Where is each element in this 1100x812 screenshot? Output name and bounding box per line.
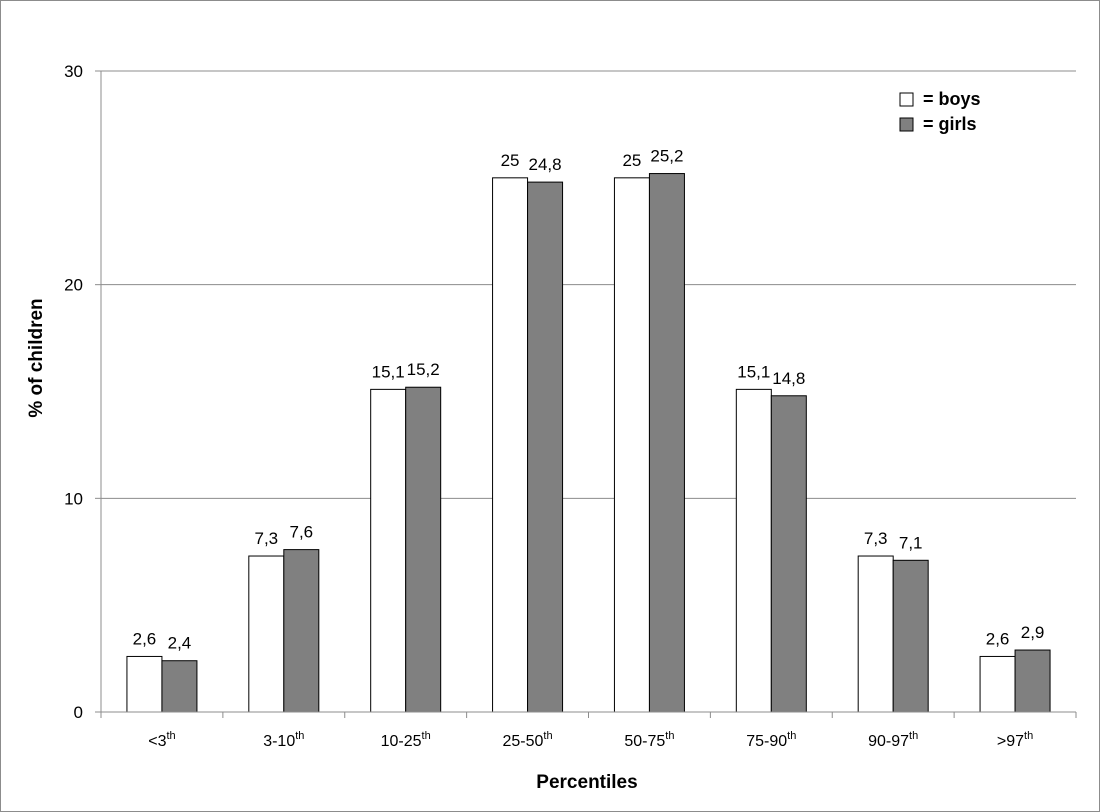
x-tick-label: 25-50th — [503, 730, 553, 750]
legend-swatch-boys — [899, 92, 914, 107]
bar-girls — [1014, 649, 1051, 713]
bar-boys — [492, 177, 529, 713]
data-label-boys: 15,1 — [737, 362, 770, 381]
y-tick-label: 30 — [64, 62, 83, 81]
legend: = boys = girls — [899, 89, 981, 134]
legend-label-boys: = boys — [923, 89, 981, 109]
data-label-girls: 14,8 — [772, 369, 805, 388]
data-label-girls: 24,8 — [529, 155, 562, 174]
data-label-boys: 25 — [622, 151, 641, 170]
y-tick-label: 10 — [64, 489, 83, 508]
data-label-boys: 7,3 — [254, 529, 278, 548]
bar-girls — [770, 395, 807, 713]
bar-girls — [283, 549, 320, 713]
data-label-boys: 7,3 — [864, 529, 888, 548]
axes: 0 10 20 30 <3th 3-10th 10-25th 25-50th 50-75th 75… — [64, 62, 1077, 750]
data-label-boys: 15,1 — [372, 362, 405, 381]
data-label-girls: 2,9 — [1021, 623, 1045, 642]
data-label-boys: 2,6 — [133, 629, 157, 648]
bars — [126, 173, 1051, 713]
data-label-girls: 15,2 — [407, 360, 440, 379]
data-label-girls: 2,4 — [168, 634, 192, 653]
bar-girls — [405, 386, 442, 713]
bar-boys — [613, 177, 650, 713]
bar-boys — [735, 388, 772, 713]
data-label-girls: 7,6 — [289, 523, 313, 542]
x-axis-title: Percentiles — [536, 772, 637, 793]
bar-girls — [892, 559, 929, 713]
data-labels: 2,6 2,47,3 7,615,1 15,225 24,8 25 25,215,1 14,8… — [133, 147, 1045, 653]
data-label-boys: 25 — [501, 151, 520, 170]
bar-boys — [126, 655, 163, 713]
x-tick-label: 50-75th — [624, 730, 674, 750]
x-tick-label: 3-10th — [263, 730, 304, 750]
x-tick-label: >97th — [997, 730, 1033, 750]
x-tick-label: <3th — [148, 730, 175, 750]
bar-boys — [370, 388, 407, 713]
x-tick-label: 10-25th — [381, 730, 431, 750]
bar-girls — [161, 660, 198, 713]
bar-boys — [857, 555, 894, 713]
y-tick-label: 20 — [64, 276, 83, 295]
legend-label-girls: = girls — [923, 114, 977, 134]
x-tick-label: 75-90th — [746, 730, 796, 750]
gridlines — [101, 70, 1076, 499]
legend-swatch-girls — [899, 117, 914, 132]
y-tick-label: 0 — [74, 703, 83, 722]
bar-girls — [648, 173, 685, 713]
bar-boys — [979, 655, 1016, 713]
data-label-boys: 2,6 — [986, 629, 1010, 648]
data-label-girls: 7,1 — [899, 533, 923, 552]
y-axis-title: % of children — [26, 298, 47, 417]
data-label-girls: 25,2 — [650, 147, 683, 166]
bar-boys — [248, 555, 285, 713]
x-tick-label: 90-97th — [868, 730, 918, 750]
bar-girls — [527, 181, 564, 713]
